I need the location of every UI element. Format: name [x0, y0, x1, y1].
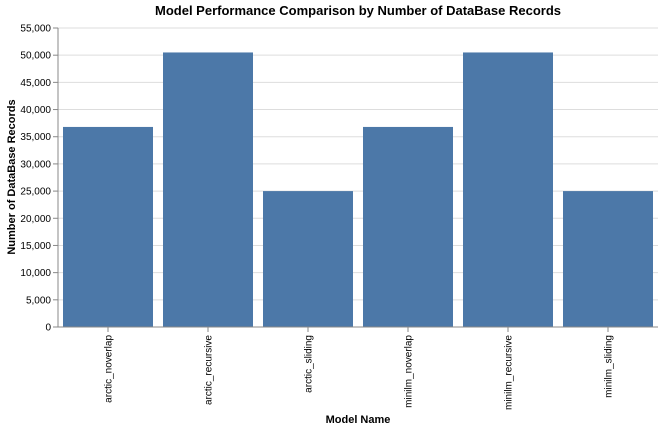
- y-tick-label: 40,000: [20, 105, 51, 116]
- y-tick-label: 15,000: [20, 241, 51, 252]
- x-tick-label: arctic_recursive: [204, 335, 215, 405]
- bar-arctic_recursive: [163, 52, 253, 328]
- x-tick-label: minilm_sliding: [604, 335, 615, 398]
- gridlines: [58, 27, 658, 328]
- bars: [63, 52, 653, 328]
- y-tick-label: 0: [45, 323, 51, 334]
- y-tick-label: 35,000: [20, 132, 51, 143]
- x-tick-label: arctic_sliding: [304, 335, 315, 393]
- x-axis-title: Model Name: [326, 414, 391, 426]
- x-tick-label: minilm_noverlap: [404, 335, 415, 408]
- axes: 0 5,000 10,000 15,000 20,000 25,000 30,000 35,0…: [20, 24, 658, 410]
- y-tick-label: 5,000: [26, 295, 51, 306]
- y-tick-label: 30,000: [20, 159, 51, 170]
- bar-minilm_noverlap: [363, 126, 453, 327]
- y-tick-label: 20,000: [20, 214, 51, 225]
- x-tick-label: minilm_recursive: [504, 335, 515, 410]
- y-axis-title: Number of DataBase Records: [6, 99, 18, 254]
- bar-minilm_recursive: [463, 52, 553, 328]
- y-tick-label: 25,000: [20, 187, 51, 198]
- chart-title: Model Performance Comparison by Number o…: [155, 3, 561, 18]
- y-tick-label: 55,000: [20, 24, 51, 35]
- x-tick-label: arctic_noverlap: [104, 335, 115, 403]
- bar-arctic_noverlap: [63, 126, 153, 327]
- bar-minilm_sliding: [563, 191, 653, 327]
- bar-arctic_sliding: [263, 191, 353, 327]
- y-tick-label: 10,000: [20, 268, 51, 279]
- y-tick-label: 50,000: [20, 51, 51, 62]
- y-tick-label: 45,000: [20, 78, 51, 89]
